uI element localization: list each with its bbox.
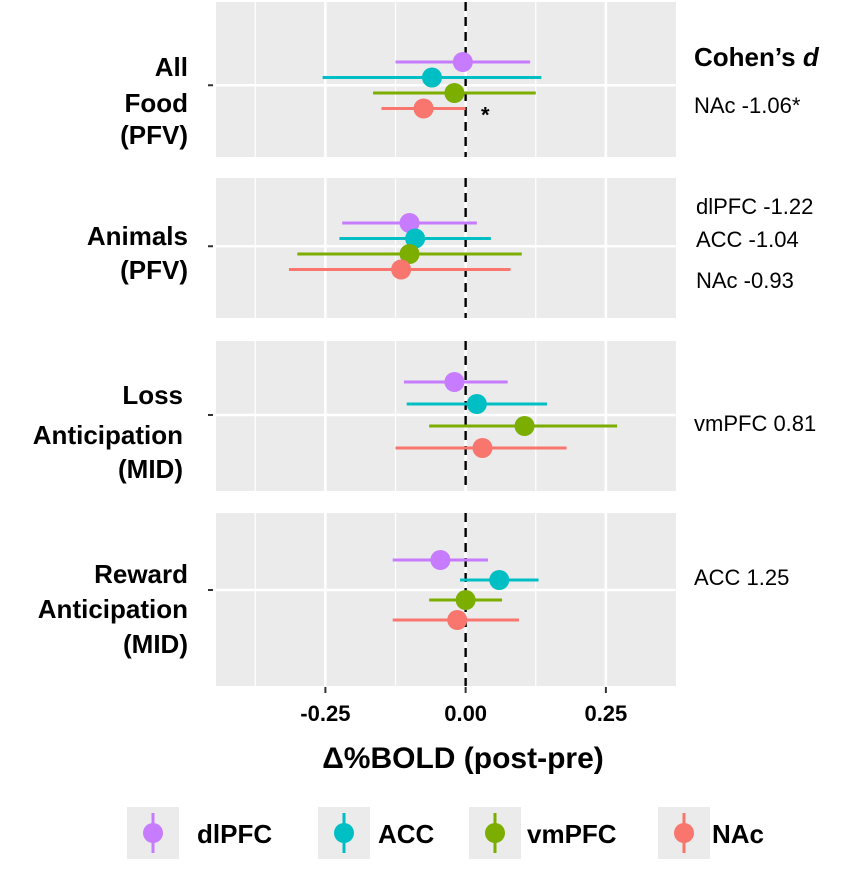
point-ACC: [489, 570, 510, 590]
cohens-d-title-word: Cohen’s: [694, 42, 796, 72]
panel-label-line: Loss: [122, 380, 183, 410]
panel-label-line: Anticipation: [38, 594, 188, 624]
panel-3: Loss Anticipation (MID): [33, 341, 676, 491]
cohens-d-annotations: Cohen’s d NAc -1.06* dlPFC -1.22 ACC -1.04…: [694, 42, 820, 590]
panel-label-line: (PFV): [120, 255, 188, 285]
legend-key-point: [143, 823, 163, 843]
point-dlPFC: [444, 372, 465, 392]
legend-key-point: [674, 823, 694, 843]
panel-label-line: (PFV): [120, 120, 188, 150]
cohens-d-entry: NAc -0.93: [696, 268, 794, 293]
panel-4: Reward Anticipation (MID): [38, 513, 676, 686]
legend-item-dlPFC: dlPFC: [127, 807, 272, 859]
panel-label-line: (MID): [118, 454, 183, 484]
point-vmPFC: [455, 590, 476, 610]
cohens-d-entry: vmPFC 0.81: [694, 411, 816, 436]
x-axis-title: Δ%BOLD (post-pre): [322, 742, 604, 775]
panel-label-line: (MID): [123, 629, 188, 659]
panel-label-line: All: [155, 52, 188, 82]
cohens-d-title: Cohen’s d: [694, 42, 820, 72]
point-dlPFC: [430, 550, 451, 570]
point-vmPFC: [514, 416, 535, 436]
point-NAc: [472, 438, 493, 458]
legend-key-point: [334, 823, 354, 843]
point-vmPFC: [444, 83, 465, 103]
cohens-d-entry: ACC 1.25: [694, 565, 789, 590]
point-NAc: [413, 98, 434, 119]
legend-key-point: [485, 823, 505, 843]
legend-label: NAc: [712, 819, 764, 849]
legend-label: ACC: [378, 819, 435, 849]
panel-label-line: Food: [124, 88, 188, 118]
panel-label-line: Anticipation: [33, 420, 183, 450]
panel-2: Animals (PFV): [87, 178, 676, 318]
x-tick-label: 0.00: [444, 701, 487, 726]
significance-marker: *: [481, 103, 490, 128]
panel-background: [216, 178, 676, 318]
x-tick-label: -0.25: [300, 701, 350, 726]
cohens-d-title-var: d: [803, 42, 820, 72]
legend-label: dlPFC: [197, 819, 272, 849]
x-tick-label: 0.25: [584, 701, 627, 726]
x-axis: -0.25 0.00 0.25: [300, 687, 627, 726]
panel-background: [216, 2, 676, 157]
point-NAc: [447, 610, 468, 630]
point-dlPFC: [452, 52, 473, 72]
legend-item-vmPFC: vmPFC: [469, 807, 617, 859]
panels-layer: *AllFood(PFV)Animals(PFV)LossAnticipatio…: [33, 2, 676, 686]
point-dlPFC: [399, 213, 420, 233]
cohens-d-entry: dlPFC -1.22: [696, 194, 813, 219]
point-ACC: [466, 394, 487, 414]
legend-label: vmPFC: [527, 819, 617, 849]
legend-item-NAc: NAc: [658, 807, 764, 859]
legend: dlPFC ACC vmPFC NAc: [127, 807, 827, 862]
legend-item-ACC: ACC: [318, 807, 435, 859]
panel-label-line: Animals: [87, 221, 188, 251]
point-vmPFC: [399, 244, 420, 264]
panel-1: * All Food(PFV): [120, 2, 676, 157]
point-NAc: [391, 259, 412, 280]
panel-label-line: Reward: [94, 559, 188, 589]
point-ACC: [421, 67, 442, 88]
cohens-d-entry: ACC -1.04: [696, 227, 799, 252]
cohens-d-entry: NAc -1.06*: [694, 93, 801, 118]
point-ACC: [405, 228, 426, 249]
